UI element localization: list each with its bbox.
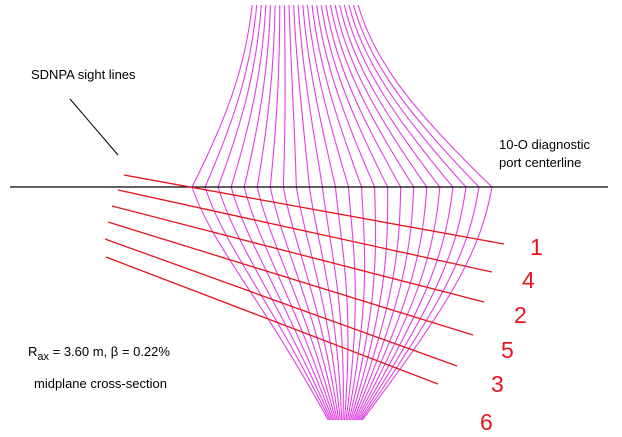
sight-line-6 <box>105 256 439 385</box>
flux-surface-4 <box>230 4 334 421</box>
sight-line-3 <box>104 238 458 367</box>
flux-surface-22 <box>348 4 467 421</box>
sight-line-numbers: 1 4 25 3 6 <box>480 234 543 435</box>
flux-surface-12 <box>302 4 349 421</box>
sight-line-1 <box>123 174 505 245</box>
rax-rest: = 3.60 m, β = 0.22% <box>49 344 170 359</box>
sight-lines-pointer <box>69 98 119 156</box>
flux-surface-3 <box>217 4 332 421</box>
sight-line-5 <box>107 221 474 336</box>
sight-line-number-3: 3 <box>491 371 504 397</box>
sight-line-number-5: 5 <box>501 337 514 363</box>
flux-surfaces <box>191 4 493 421</box>
rax-prefix: R <box>28 344 37 359</box>
flux-surface-2 <box>204 4 331 421</box>
sight-line-number-1: 1 <box>530 234 543 260</box>
sight-line-number-6: 6 <box>480 409 493 435</box>
sight-line-4 <box>117 189 493 273</box>
rax-label: Rax = 3.60 m, β = 0.22% <box>28 344 170 363</box>
flux-surface-6 <box>256 4 337 421</box>
port-label-line1: 10-O diagnostic <box>499 137 591 152</box>
port-label-line2: port centerline <box>499 155 581 170</box>
section-label: midplane cross-section <box>34 376 167 391</box>
sight-lines-label: SDNPA sight lines <box>31 67 136 82</box>
rax-subscript: ax <box>37 351 49 363</box>
sight-line-2 <box>111 205 485 303</box>
sight-line-number-2: 2 <box>514 302 527 328</box>
sight-line-number-4: 4 <box>522 267 535 293</box>
flux-surface-1 <box>191 4 329 421</box>
sight-lines <box>104 174 505 385</box>
